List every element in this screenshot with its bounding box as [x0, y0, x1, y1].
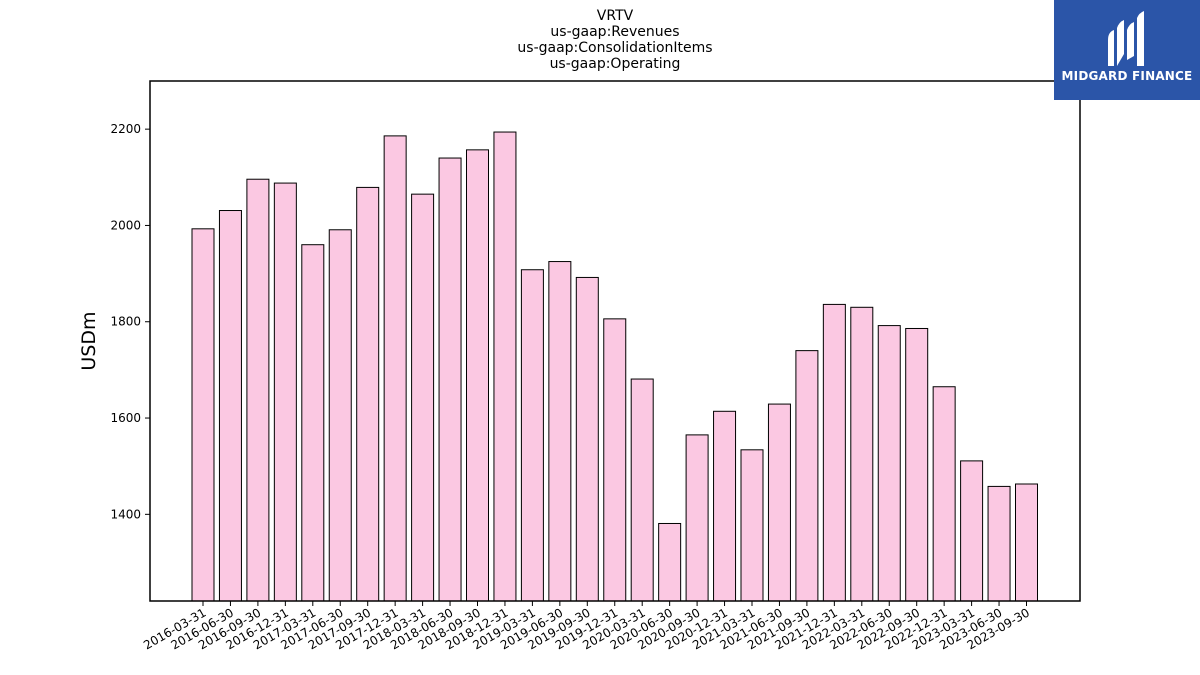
y-tick-label: 1400 [110, 507, 141, 521]
bar [630, 378, 654, 602]
y-axis-label: USDm [78, 311, 100, 370]
midgard-m-logo-icon [1108, 11, 1144, 66]
bar [301, 244, 325, 602]
bar [960, 460, 984, 602]
bar [713, 410, 737, 602]
chart-title-line: us-gaap:ConsolidationItems [517, 40, 712, 56]
logo-text: MIDGARD FINANCE [1061, 69, 1193, 83]
chart-title-line: VRTV [597, 8, 634, 24]
bar [685, 434, 709, 602]
bar [411, 193, 435, 602]
bar [905, 327, 929, 602]
bar [850, 306, 874, 602]
bar [548, 261, 572, 602]
bar [246, 178, 270, 602]
bar [767, 403, 791, 602]
bar [740, 449, 764, 602]
bar [466, 149, 489, 602]
y-tick-label: 2000 [110, 218, 141, 232]
bar [438, 157, 462, 602]
bar [273, 182, 297, 602]
bar [877, 325, 901, 602]
bar [603, 318, 627, 602]
bar [575, 276, 599, 602]
bar [658, 522, 682, 602]
bar [795, 350, 819, 602]
bar [520, 269, 544, 602]
bar [218, 210, 242, 602]
bar [822, 303, 846, 602]
bar [356, 186, 380, 602]
bar [1015, 483, 1038, 602]
midgard-finance-logo: MIDGARD FINANCE [1054, 0, 1200, 100]
bar [493, 131, 517, 602]
bar [987, 485, 1011, 602]
bar [383, 135, 407, 602]
bar [191, 228, 215, 602]
y-tick-label: 1600 [110, 411, 141, 425]
y-tick-label: 1800 [110, 315, 141, 329]
bar [328, 229, 352, 602]
chart-title-line: us-gaap:Operating [550, 56, 681, 72]
x-ticks-group: 2016-03-312016-06-302016-09-302016-12-31… [141, 601, 1032, 652]
bar [932, 386, 956, 602]
bars-group [191, 131, 1038, 602]
chart-title: VRTVus-gaap:Revenuesus-gaap:Consolidatio… [517, 8, 712, 72]
y-ticks-group: 1400 1600 1800 2000 2200 [110, 122, 150, 521]
y-tick-label: 2200 [110, 122, 141, 136]
chart-title-line: us-gaap:Revenues [550, 24, 679, 40]
